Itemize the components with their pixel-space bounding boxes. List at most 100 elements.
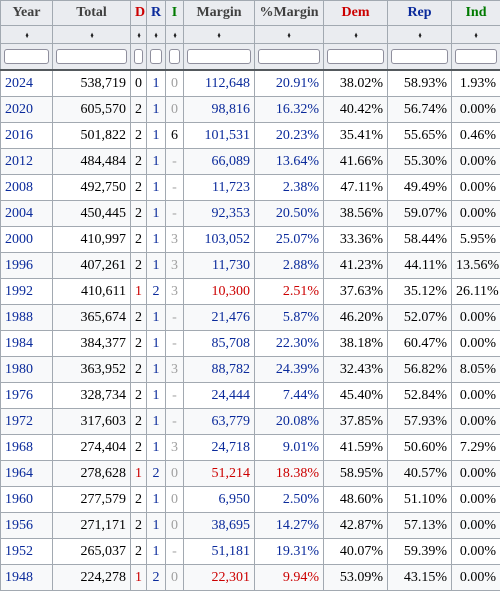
sort-r-button[interactable]: ▲▼ bbox=[146, 25, 166, 44]
margin-cell: 11,723 bbox=[183, 174, 255, 201]
i-cell: - bbox=[165, 148, 184, 175]
rep-cell: 57.13% bbox=[387, 512, 452, 539]
header-ind[interactable]: Ind bbox=[451, 0, 500, 26]
year-cell[interactable]: 1972 bbox=[0, 408, 53, 435]
sort-i-button[interactable]: ▲▼ bbox=[165, 25, 184, 44]
pct-margin-cell: 9.94% bbox=[254, 564, 324, 591]
header-pct-margin[interactable]: %Margin bbox=[254, 0, 324, 26]
d-cell: 2 bbox=[130, 174, 147, 201]
sort-margin-button[interactable]: ▲▼ bbox=[183, 25, 255, 44]
pct-margin-cell: 19.31% bbox=[254, 538, 324, 565]
table-row: 1996 407,261 2 1 3 11,730 2.88% 41.23% 44.11% 13.… bbox=[0, 252, 500, 279]
table-row: 2008 492,750 2 1-11,723 2.38% 47.11% 49.49% 0.0… bbox=[0, 174, 500, 201]
r-cell: 1 bbox=[146, 356, 166, 383]
year-cell[interactable]: 1996 bbox=[0, 252, 53, 279]
ind-cell: 0.00% bbox=[451, 174, 500, 201]
rep-cell: 58.93% bbox=[387, 69, 452, 97]
year-cell[interactable]: 2016 bbox=[0, 122, 53, 149]
total-cell: 278,628 bbox=[52, 460, 131, 487]
year-cell[interactable]: 1964 bbox=[0, 460, 53, 487]
sort-pct_margin-button[interactable]: ▲▼ bbox=[254, 25, 324, 44]
dem-cell: 37.85% bbox=[323, 408, 388, 435]
year-cell[interactable]: 1980 bbox=[0, 356, 53, 383]
ind-cell: 7.29% bbox=[451, 434, 500, 461]
year-cell[interactable]: 1992 bbox=[0, 278, 53, 305]
filter-i-input[interactable] bbox=[169, 49, 180, 64]
rep-cell: 55.30% bbox=[387, 148, 452, 175]
total-cell: 538,719 bbox=[52, 69, 131, 97]
total-cell: 407,261 bbox=[52, 252, 131, 279]
filter-total-input[interactable] bbox=[56, 49, 127, 64]
ind-cell: 5.95% bbox=[451, 226, 500, 253]
year-cell[interactable]: 1976 bbox=[0, 382, 53, 409]
total-cell: 317,603 bbox=[52, 408, 131, 435]
header-margin[interactable]: Margin bbox=[183, 0, 255, 26]
pct-margin-cell: 20.91% bbox=[254, 69, 324, 97]
sort-dem-button[interactable]: ▲▼ bbox=[323, 25, 388, 44]
filter-margin-cell bbox=[183, 43, 255, 71]
rep-cell: 60.47% bbox=[387, 330, 452, 357]
year-cell[interactable]: 2012 bbox=[0, 148, 53, 175]
year-cell[interactable]: 2000 bbox=[0, 226, 53, 253]
header-year[interactable]: Year bbox=[0, 0, 53, 26]
sort-arrows-icon: ▲▼ bbox=[135, 30, 142, 37]
ind-cell: 0.00% bbox=[451, 96, 500, 123]
dem-cell: 37.63% bbox=[323, 278, 388, 305]
year-cell[interactable]: 1952 bbox=[0, 538, 53, 565]
header-total[interactable]: Total bbox=[52, 0, 131, 26]
sort-rep-button[interactable]: ▲▼ bbox=[387, 25, 452, 44]
year-cell[interactable]: 1948 bbox=[0, 564, 53, 591]
filter-r-input[interactable] bbox=[150, 49, 162, 64]
year-cell[interactable]: 1984 bbox=[0, 330, 53, 357]
sort-ind-button[interactable]: ▲▼ bbox=[451, 25, 500, 44]
filter-margin-input[interactable] bbox=[187, 49, 251, 64]
filter-ind-cell bbox=[451, 43, 500, 71]
ind-cell: 0.00% bbox=[451, 148, 500, 175]
ind-cell: 0.00% bbox=[451, 382, 500, 409]
margin-cell: 98,816 bbox=[183, 96, 255, 123]
filter-ind-input[interactable] bbox=[455, 49, 497, 64]
header-i[interactable]: I bbox=[165, 0, 184, 26]
total-cell: 365,674 bbox=[52, 304, 131, 331]
header-d[interactable]: D bbox=[130, 0, 147, 26]
table-body: 2024 538,719 0 1 0 112,648 20.91% 38.02% 58.93% 1… bbox=[0, 69, 500, 591]
sort-total-button[interactable]: ▲▼ bbox=[52, 25, 131, 44]
ind-cell: 0.00% bbox=[451, 538, 500, 565]
filter-pct_margin-input[interactable] bbox=[258, 49, 320, 64]
pct-margin-cell: 2.51% bbox=[254, 278, 324, 305]
year-cell[interactable]: 2024 bbox=[0, 69, 53, 97]
r-cell: 2 bbox=[146, 278, 166, 305]
dem-cell: 33.36% bbox=[323, 226, 388, 253]
filter-rep-input[interactable] bbox=[391, 49, 448, 64]
year-cell[interactable]: 1988 bbox=[0, 304, 53, 331]
header-rep[interactable]: Rep bbox=[387, 0, 452, 26]
sort-year-button[interactable]: ▲▼ bbox=[0, 25, 53, 44]
filter-d-input[interactable] bbox=[134, 49, 143, 64]
year-cell[interactable]: 1960 bbox=[0, 486, 53, 513]
filter-dem-input[interactable] bbox=[327, 49, 384, 64]
d-cell: 1 bbox=[130, 564, 147, 591]
table-row: 2000 410,997 2 1 3 103,052 25.07% 33.36% 58.44% 5… bbox=[0, 226, 500, 253]
sort-d-button[interactable]: ▲▼ bbox=[130, 25, 147, 44]
header-dem[interactable]: Dem bbox=[323, 0, 388, 26]
filter-rep-cell bbox=[387, 43, 452, 71]
year-cell[interactable]: 2004 bbox=[0, 200, 53, 227]
year-cell[interactable]: 1956 bbox=[0, 512, 53, 539]
pct-margin-cell: 20.50% bbox=[254, 200, 324, 227]
i-cell: 0 bbox=[165, 69, 184, 97]
year-cell[interactable]: 2008 bbox=[0, 174, 53, 201]
year-cell[interactable]: 1968 bbox=[0, 434, 53, 461]
dem-cell: 53.09% bbox=[323, 564, 388, 591]
rep-cell: 56.74% bbox=[387, 96, 452, 123]
header-r[interactable]: R bbox=[146, 0, 166, 26]
year-cell[interactable]: 2020 bbox=[0, 96, 53, 123]
pct-margin-cell: 14.27% bbox=[254, 512, 324, 539]
i-cell: 3 bbox=[165, 356, 184, 383]
ind-cell: 1.93% bbox=[451, 69, 500, 97]
table-row: 1984 384,377 2 1-85,708 22.30% 38.18% 60.47% 0.… bbox=[0, 330, 500, 357]
dem-cell: 35.41% bbox=[323, 122, 388, 149]
i-cell: 0 bbox=[165, 460, 184, 487]
filter-year-input[interactable] bbox=[4, 49, 49, 64]
table-row: 1992 410,611 1 2 3 10,300 2.51% 37.63% 35.12% 26.… bbox=[0, 278, 500, 305]
pct-margin-cell: 22.30% bbox=[254, 330, 324, 357]
